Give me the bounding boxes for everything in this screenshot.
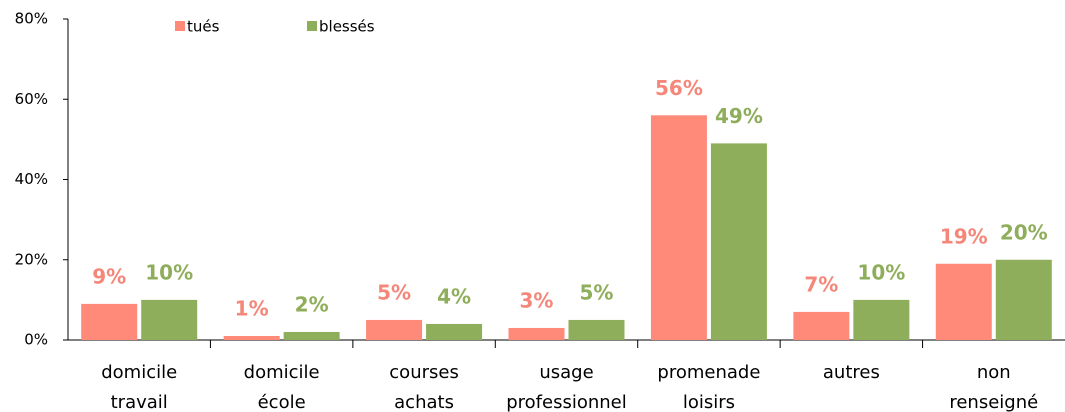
bar (426, 323, 483, 340)
value-label: 49% (715, 104, 763, 128)
bar (508, 327, 565, 340)
x-tick-label: autres (823, 362, 880, 383)
x-tick-label: loisirs (683, 392, 735, 412)
bar (995, 259, 1052, 340)
y-tick-label: 80% (15, 10, 48, 28)
value-label: 9% (92, 264, 126, 288)
value-label: 10% (857, 260, 905, 284)
bar (568, 319, 625, 340)
x-tick-label: courses (389, 362, 459, 383)
y-tick-label: 20% (15, 250, 48, 268)
x-tick-label: renseigné (949, 392, 1038, 412)
bar (283, 331, 340, 340)
x-tick-label: usage (539, 362, 593, 383)
x-tick-label: domicile (244, 362, 320, 383)
legend-label: tués (187, 18, 220, 36)
x-tick-label: travail (111, 392, 168, 412)
y-tick-label: 60% (15, 90, 48, 108)
legend-label: blessés (319, 18, 375, 36)
x-tick-label: promenade (657, 362, 760, 383)
x-tick-label: non (977, 362, 1011, 383)
bar (710, 143, 767, 340)
bar (935, 263, 992, 340)
bar (81, 303, 138, 340)
value-label: 10% (145, 260, 193, 284)
y-tick-label: 0% (24, 331, 48, 349)
value-label: 2% (295, 292, 329, 316)
value-label: 20% (1000, 220, 1048, 244)
legend-swatch (307, 21, 317, 31)
bar (366, 319, 423, 340)
legend-swatch (175, 21, 185, 31)
bar (141, 299, 198, 340)
y-tick-label: 40% (15, 170, 48, 188)
value-label: 7% (804, 272, 838, 296)
value-label: 5% (580, 280, 614, 304)
bar (223, 335, 280, 340)
value-label: 4% (437, 284, 471, 308)
x-tick-label: professionnel (506, 392, 627, 412)
x-tick-label: école (258, 392, 306, 412)
value-label: 1% (235, 296, 269, 320)
x-tick-label: achats (394, 392, 454, 412)
x-tick-label: domicile (101, 362, 177, 383)
bar (650, 115, 707, 340)
value-label: 5% (377, 280, 411, 304)
value-label: 3% (520, 288, 554, 312)
bar (793, 311, 850, 340)
value-label: 19% (940, 224, 988, 248)
value-label: 56% (655, 76, 703, 100)
bar (853, 299, 910, 340)
